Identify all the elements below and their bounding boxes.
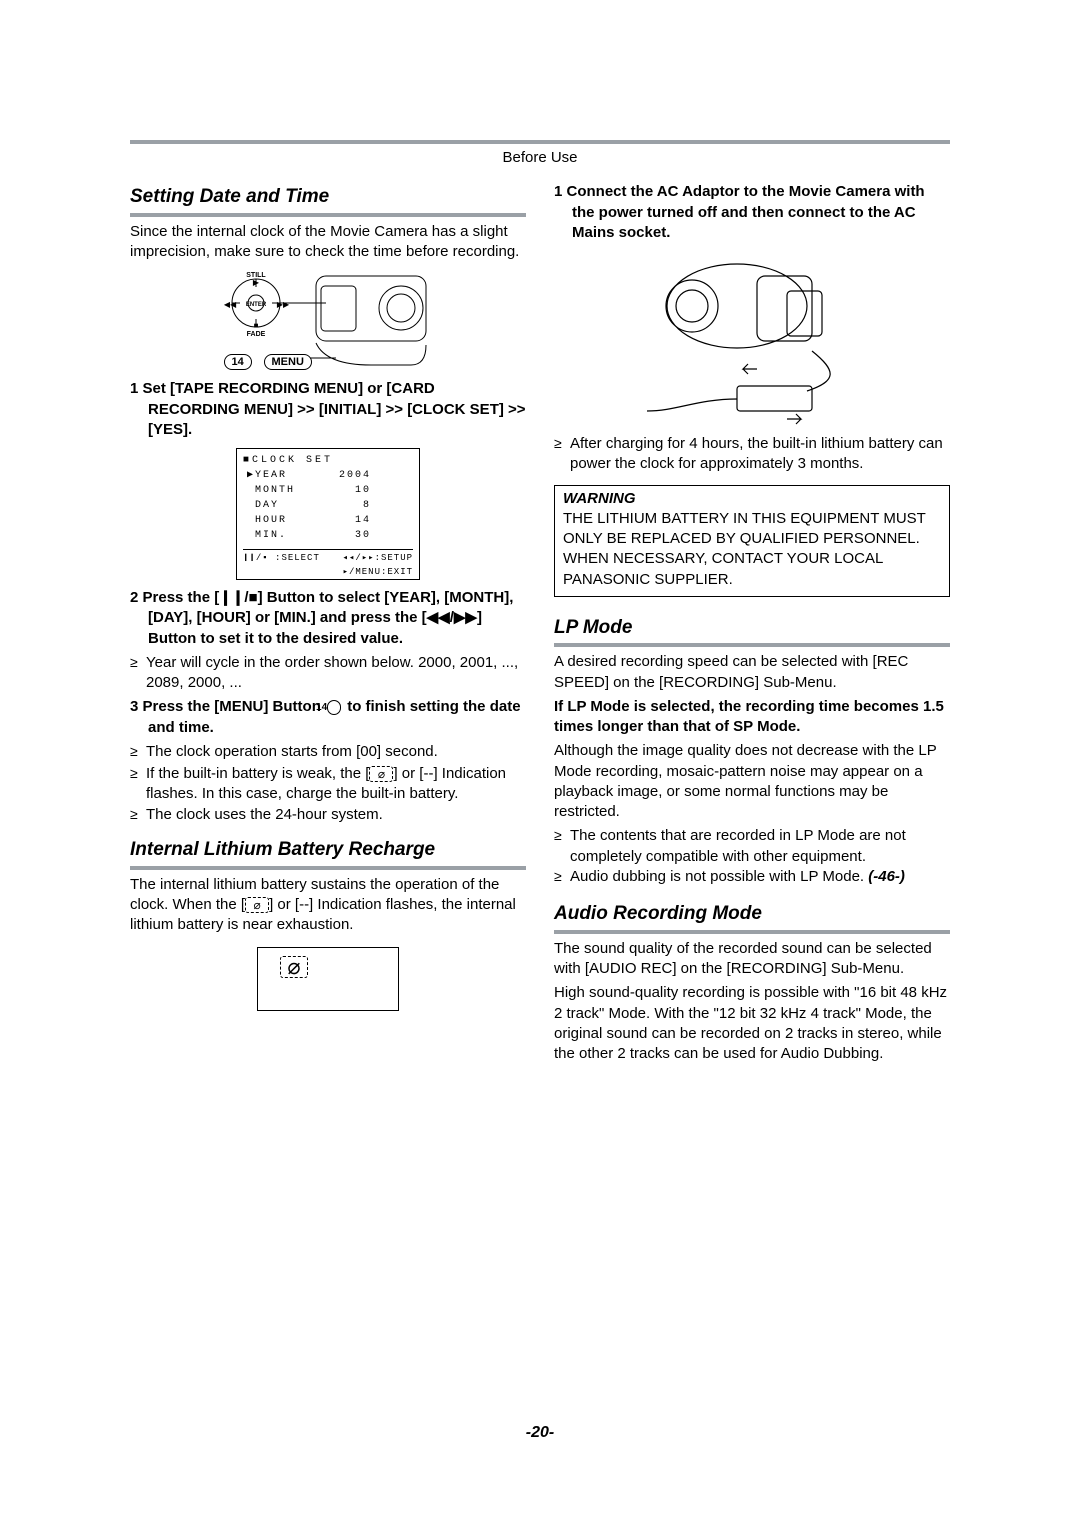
- menu-row-month: MONTH10: [243, 483, 413, 498]
- label-fade: FADE: [246, 331, 265, 338]
- clock-battery-icon: ⌀: [245, 897, 269, 913]
- right-column: 1 Connect the AC Adaptor to the Movie Ca…: [554, 178, 950, 1068]
- warning-box: WARNING THE LITHIUM BATTERY IN THIS EQUI…: [554, 485, 950, 597]
- lp-mode-note: Although the image quality does not decr…: [554, 741, 950, 822]
- page-number: -20-: [0, 1422, 1080, 1444]
- svg-text:■: ■: [253, 321, 258, 330]
- right-step-1: 1 Connect the AC Adaptor to the Movie Ca…: [554, 182, 950, 243]
- step-3: 3 Press the [MENU] Button 14 to finish s…: [130, 697, 526, 738]
- menu-title: ■CLOCK SET: [243, 453, 413, 468]
- charge-bullets: After charging for 4 hours, the built-in…: [554, 434, 950, 475]
- svg-text:◀◀: ◀◀: [223, 300, 236, 309]
- step-2-bullets: Year will cycle in the order shown below…: [130, 653, 526, 694]
- heading-battery-recharge: Internal Lithium Battery Recharge: [130, 837, 526, 871]
- warning-title: WARNING: [563, 489, 941, 509]
- camera-button-diagram: STILL ▶ ENTER FADE ■ ◀◀ ▶▶ 14 MENU: [216, 268, 441, 373]
- label-pill-14: 14: [224, 354, 252, 370]
- manual-page: Before Use Setting Date and Time Since t…: [0, 0, 1080, 1526]
- step-3-bullets: The clock operation starts from [00] sec…: [130, 742, 526, 762]
- ac-adaptor-diagram: [637, 251, 867, 426]
- post-step-bullets: If the built-in battery is weak, the [⌀]…: [130, 764, 526, 825]
- lp-bullet-compat: The contents that are recorded in LP Mod…: [554, 826, 950, 867]
- clock-battery-icon: ⌀: [280, 956, 308, 978]
- right-step-1-number: 1: [554, 183, 562, 200]
- lp-bullet-audio-dub: Audio dubbing is not possible with LP Mo…: [554, 867, 950, 887]
- clock-set-menu: ■CLOCK SET ▶YEAR2004 MONTH10 DAY8 HOUR14…: [236, 448, 420, 580]
- heading-lp-mode: LP Mode: [554, 615, 950, 649]
- right-step-1-text: Connect the AC Adaptor to the Movie Came…: [567, 183, 925, 241]
- bullet-weak-battery: If the built-in battery is weak, the [⌀]…: [130, 764, 526, 805]
- step-1-text: Set [TAPE RECORDING MENU] or [CARD RECOR…: [143, 380, 526, 438]
- blank-screen-indicator: ⌀: [257, 947, 399, 1011]
- pill-14-inline: 14: [327, 700, 341, 715]
- label-enter: ENTER: [245, 302, 266, 308]
- recharge-intro: The internal lithium battery sustains th…: [130, 875, 526, 936]
- menu-row-min: MIN.30: [243, 528, 413, 543]
- audio-rec-p2: High sound-quality recording is possible…: [554, 983, 950, 1064]
- step-3-bullet-clock-start: The clock operation starts from [00] sec…: [130, 742, 526, 762]
- menu-footer: ❙❙/▪ :SELECT ◂◂/▸▸:SETUP ▸/MENU:EXIT: [243, 549, 413, 579]
- step-3-number: 3: [130, 698, 138, 715]
- menu-row-day: DAY8: [243, 498, 413, 513]
- audio-rec-p1: The sound quality of the recorded sound …: [554, 939, 950, 980]
- heading-audio-recording: Audio Recording Mode: [554, 901, 950, 935]
- top-rule: [130, 140, 950, 144]
- page-ref-46: (-46-): [868, 868, 905, 885]
- menu-row-year: ▶YEAR2004: [243, 468, 413, 483]
- lp-mode-bullets: The contents that are recorded in LP Mod…: [554, 826, 950, 887]
- step-2-number: 2: [130, 589, 138, 606]
- label-pill-menu: MENU: [264, 354, 312, 370]
- step-1-number: 1: [130, 380, 138, 397]
- step-2-bullet-year-cycle: Year will cycle in the order shown below…: [130, 653, 526, 694]
- lp-mode-intro: A desired recording speed can be selecte…: [554, 652, 950, 693]
- header-section-label: Before Use: [130, 148, 950, 168]
- warning-body: THE LITHIUM BATTERY IN THIS EQUIPMENT MU…: [563, 509, 941, 590]
- bullet-charge-time: After charging for 4 hours, the built-in…: [554, 434, 950, 475]
- intro-text: Since the internal clock of the Movie Ca…: [130, 222, 526, 263]
- step-1: 1 Set [TAPE RECORDING MENU] or [CARD REC…: [130, 379, 526, 440]
- heading-setting-date-time: Setting Date and Time: [130, 184, 526, 218]
- lp-mode-bold: If LP Mode is selected, the recording ti…: [554, 697, 950, 738]
- svg-text:▶: ▶: [252, 278, 259, 287]
- bullet-24-hour: The clock uses the 24-hour system.: [130, 805, 526, 825]
- clock-battery-icon: ⌀: [369, 766, 393, 782]
- menu-row-hour: HOUR14: [243, 513, 413, 528]
- left-column: Setting Date and Time Since the internal…: [130, 178, 526, 1068]
- svg-text:▶▶: ▶▶: [276, 300, 289, 309]
- two-column-layout: Setting Date and Time Since the internal…: [130, 178, 950, 1068]
- step-2: 2 Press the [❙❙/■] Button to select [YEA…: [130, 588, 526, 649]
